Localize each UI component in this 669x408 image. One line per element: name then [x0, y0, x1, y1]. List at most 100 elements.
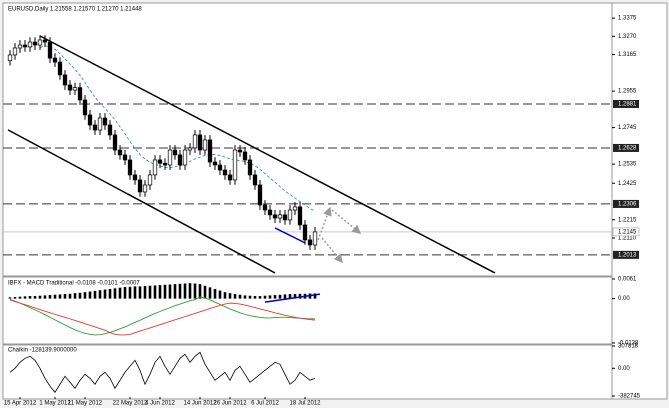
histogram-bar [178, 283, 182, 299]
histogram-bar [223, 292, 227, 299]
x-tick-label: 4 Jun 2012 [145, 401, 175, 407]
candle-body [152, 159, 158, 176]
y-tick-label: 1.2535 [618, 162, 637, 168]
candle-body [307, 239, 313, 246]
histogram-bar [58, 294, 62, 299]
candle-body [272, 214, 278, 219]
y-tick-label: 1.2110 [618, 236, 637, 242]
histogram-bar [188, 283, 192, 299]
candle-body [107, 124, 113, 136]
level-label: 1.2306 [618, 202, 637, 208]
level-label-box [613, 143, 639, 152]
chaikin-panel [2, 344, 613, 400]
histogram-bar [23, 296, 27, 299]
candle-body [12, 47, 18, 56]
candle-body [257, 184, 263, 206]
histogram-bar [248, 295, 252, 299]
candle-body [187, 147, 193, 151]
candle-body [247, 159, 253, 176]
candle-body [67, 84, 73, 91]
histogram-bar [243, 295, 247, 299]
histogram-bar [253, 296, 257, 299]
candle-body [7, 54, 13, 62]
histogram-bar [43, 295, 47, 299]
macd-title: IBFX - MACD Traditional -0.0108 -0.0101 … [8, 281, 140, 287]
x-tick-label: 1 May 2012 [39, 401, 71, 407]
histogram-bar [258, 296, 262, 299]
histogram-bar [93, 290, 97, 299]
histogram-bar [163, 284, 167, 299]
histogram-bar [173, 284, 177, 299]
histogram-bar [88, 291, 92, 299]
candle-body [22, 44, 28, 48]
candle-body [182, 149, 188, 166]
histogram-bar [103, 289, 107, 299]
x-tick-label: 22 May 2012 [113, 401, 148, 407]
y-tick-label: 1.3375 [618, 16, 637, 22]
histogram-bar [153, 285, 157, 299]
histogram-bar [108, 288, 112, 299]
candle-body [112, 134, 118, 151]
histogram-bar [168, 284, 172, 299]
candle-body [27, 41, 33, 48]
y-tick-label: -0.0138 [618, 341, 639, 347]
level-label: 1.2628 [618, 146, 637, 152]
candle-body [147, 174, 153, 186]
candle-body [17, 44, 23, 49]
histogram-bar [53, 294, 57, 299]
histogram-bar [83, 292, 87, 299]
histogram-bar [278, 294, 282, 299]
x-tick-label: 11 May 2012 [68, 401, 103, 407]
candle-body [72, 87, 78, 91]
histogram-bar [63, 294, 67, 299]
y-tick-label: 1.3165 [618, 52, 637, 58]
histogram-bar [218, 290, 222, 299]
candle-body [202, 139, 208, 151]
candle-body [217, 164, 223, 171]
candle-body [162, 162, 168, 166]
candle-body [207, 139, 213, 163]
x-tick-label: 14 Jun 2012 [183, 401, 217, 407]
candle-body [192, 134, 198, 149]
candle-body [212, 161, 218, 166]
histogram-bar [38, 295, 42, 299]
candle-body [32, 41, 38, 46]
histogram-bar [48, 295, 52, 299]
candle-body [197, 134, 203, 151]
histogram-bar [13, 297, 17, 299]
candle-body [292, 206, 298, 211]
histogram-bar [298, 293, 302, 299]
candle-body [87, 114, 93, 126]
candle-body [282, 214, 288, 221]
candle-body [82, 99, 88, 116]
histogram-bar [8, 297, 12, 299]
candle-body [312, 231, 318, 246]
histogram-bar [198, 284, 202, 299]
y-tick-label: 0.0061 [618, 277, 637, 283]
trendline [274, 227, 306, 244]
candle-body [62, 74, 68, 86]
trendline [264, 293, 321, 303]
candle-body [122, 154, 128, 161]
chaikin-title: Chaikin -128139.9000000 [8, 348, 77, 354]
histogram-bar [203, 285, 207, 299]
histogram-bar [158, 285, 162, 299]
histogram-bar [113, 288, 117, 299]
candle-body [47, 41, 53, 59]
macd-line [9, 299, 316, 336]
level-label-box [613, 99, 639, 108]
histogram-bar [28, 296, 32, 299]
histogram-bar [208, 287, 212, 299]
candle-body [137, 179, 143, 193]
histogram-bar [263, 295, 267, 299]
price-panel [2, 2, 613, 277]
y-tick-label: 1.2215 [618, 217, 637, 223]
histogram-bar [68, 293, 72, 299]
level-label-box [613, 250, 639, 259]
histogram-bar [118, 287, 122, 299]
candle-body [77, 87, 83, 101]
histogram-bar [193, 283, 197, 299]
candle-body [232, 149, 238, 181]
level-label-box [613, 199, 639, 208]
histogram-bar [138, 286, 142, 299]
